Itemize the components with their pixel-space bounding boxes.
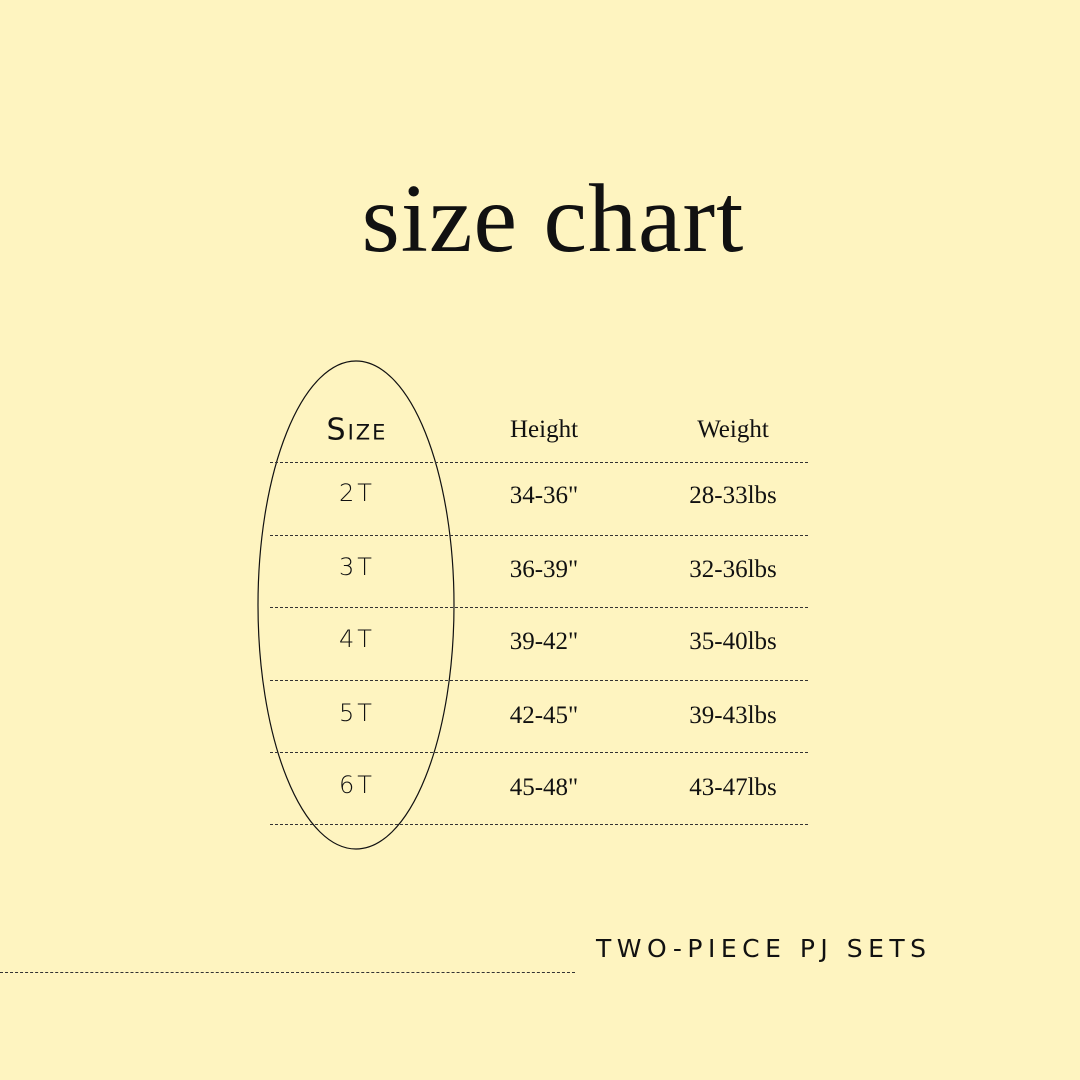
size-cell: 6T [339, 771, 375, 799]
height-header: Height [509, 416, 579, 443]
height-cell: 39-42" [509, 628, 579, 655]
height-cell: 36-39" [509, 556, 579, 583]
row-divider [270, 607, 808, 608]
row-divider [270, 824, 808, 825]
row-divider [270, 462, 808, 463]
weight-cell: 32-36lbs [689, 556, 777, 583]
footer-divider [0, 972, 575, 973]
size-cell: 5T [339, 699, 375, 727]
height-cell: 42-45" [509, 702, 579, 729]
row-divider [270, 535, 808, 536]
row-divider [270, 680, 808, 681]
size-cell: 3T [339, 553, 375, 581]
weight-cell: 43-47lbs [689, 774, 777, 801]
weight-cell: 39-43lbs [689, 702, 777, 729]
size-cell: 4T [339, 625, 375, 653]
height-cell: 34-36" [509, 482, 579, 509]
size-header: Size [326, 412, 388, 448]
weight-cell: 35-40lbs [689, 628, 777, 655]
row-divider [270, 752, 808, 753]
page-title: size chart [361, 165, 745, 273]
weight-header: Weight [697, 416, 769, 443]
product-tagline: TWO-PIECE PJ SETS [596, 934, 932, 963]
size-cell: 2T [339, 479, 375, 507]
weight-cell: 28-33lbs [689, 482, 777, 509]
height-cell: 45-48" [509, 774, 579, 801]
